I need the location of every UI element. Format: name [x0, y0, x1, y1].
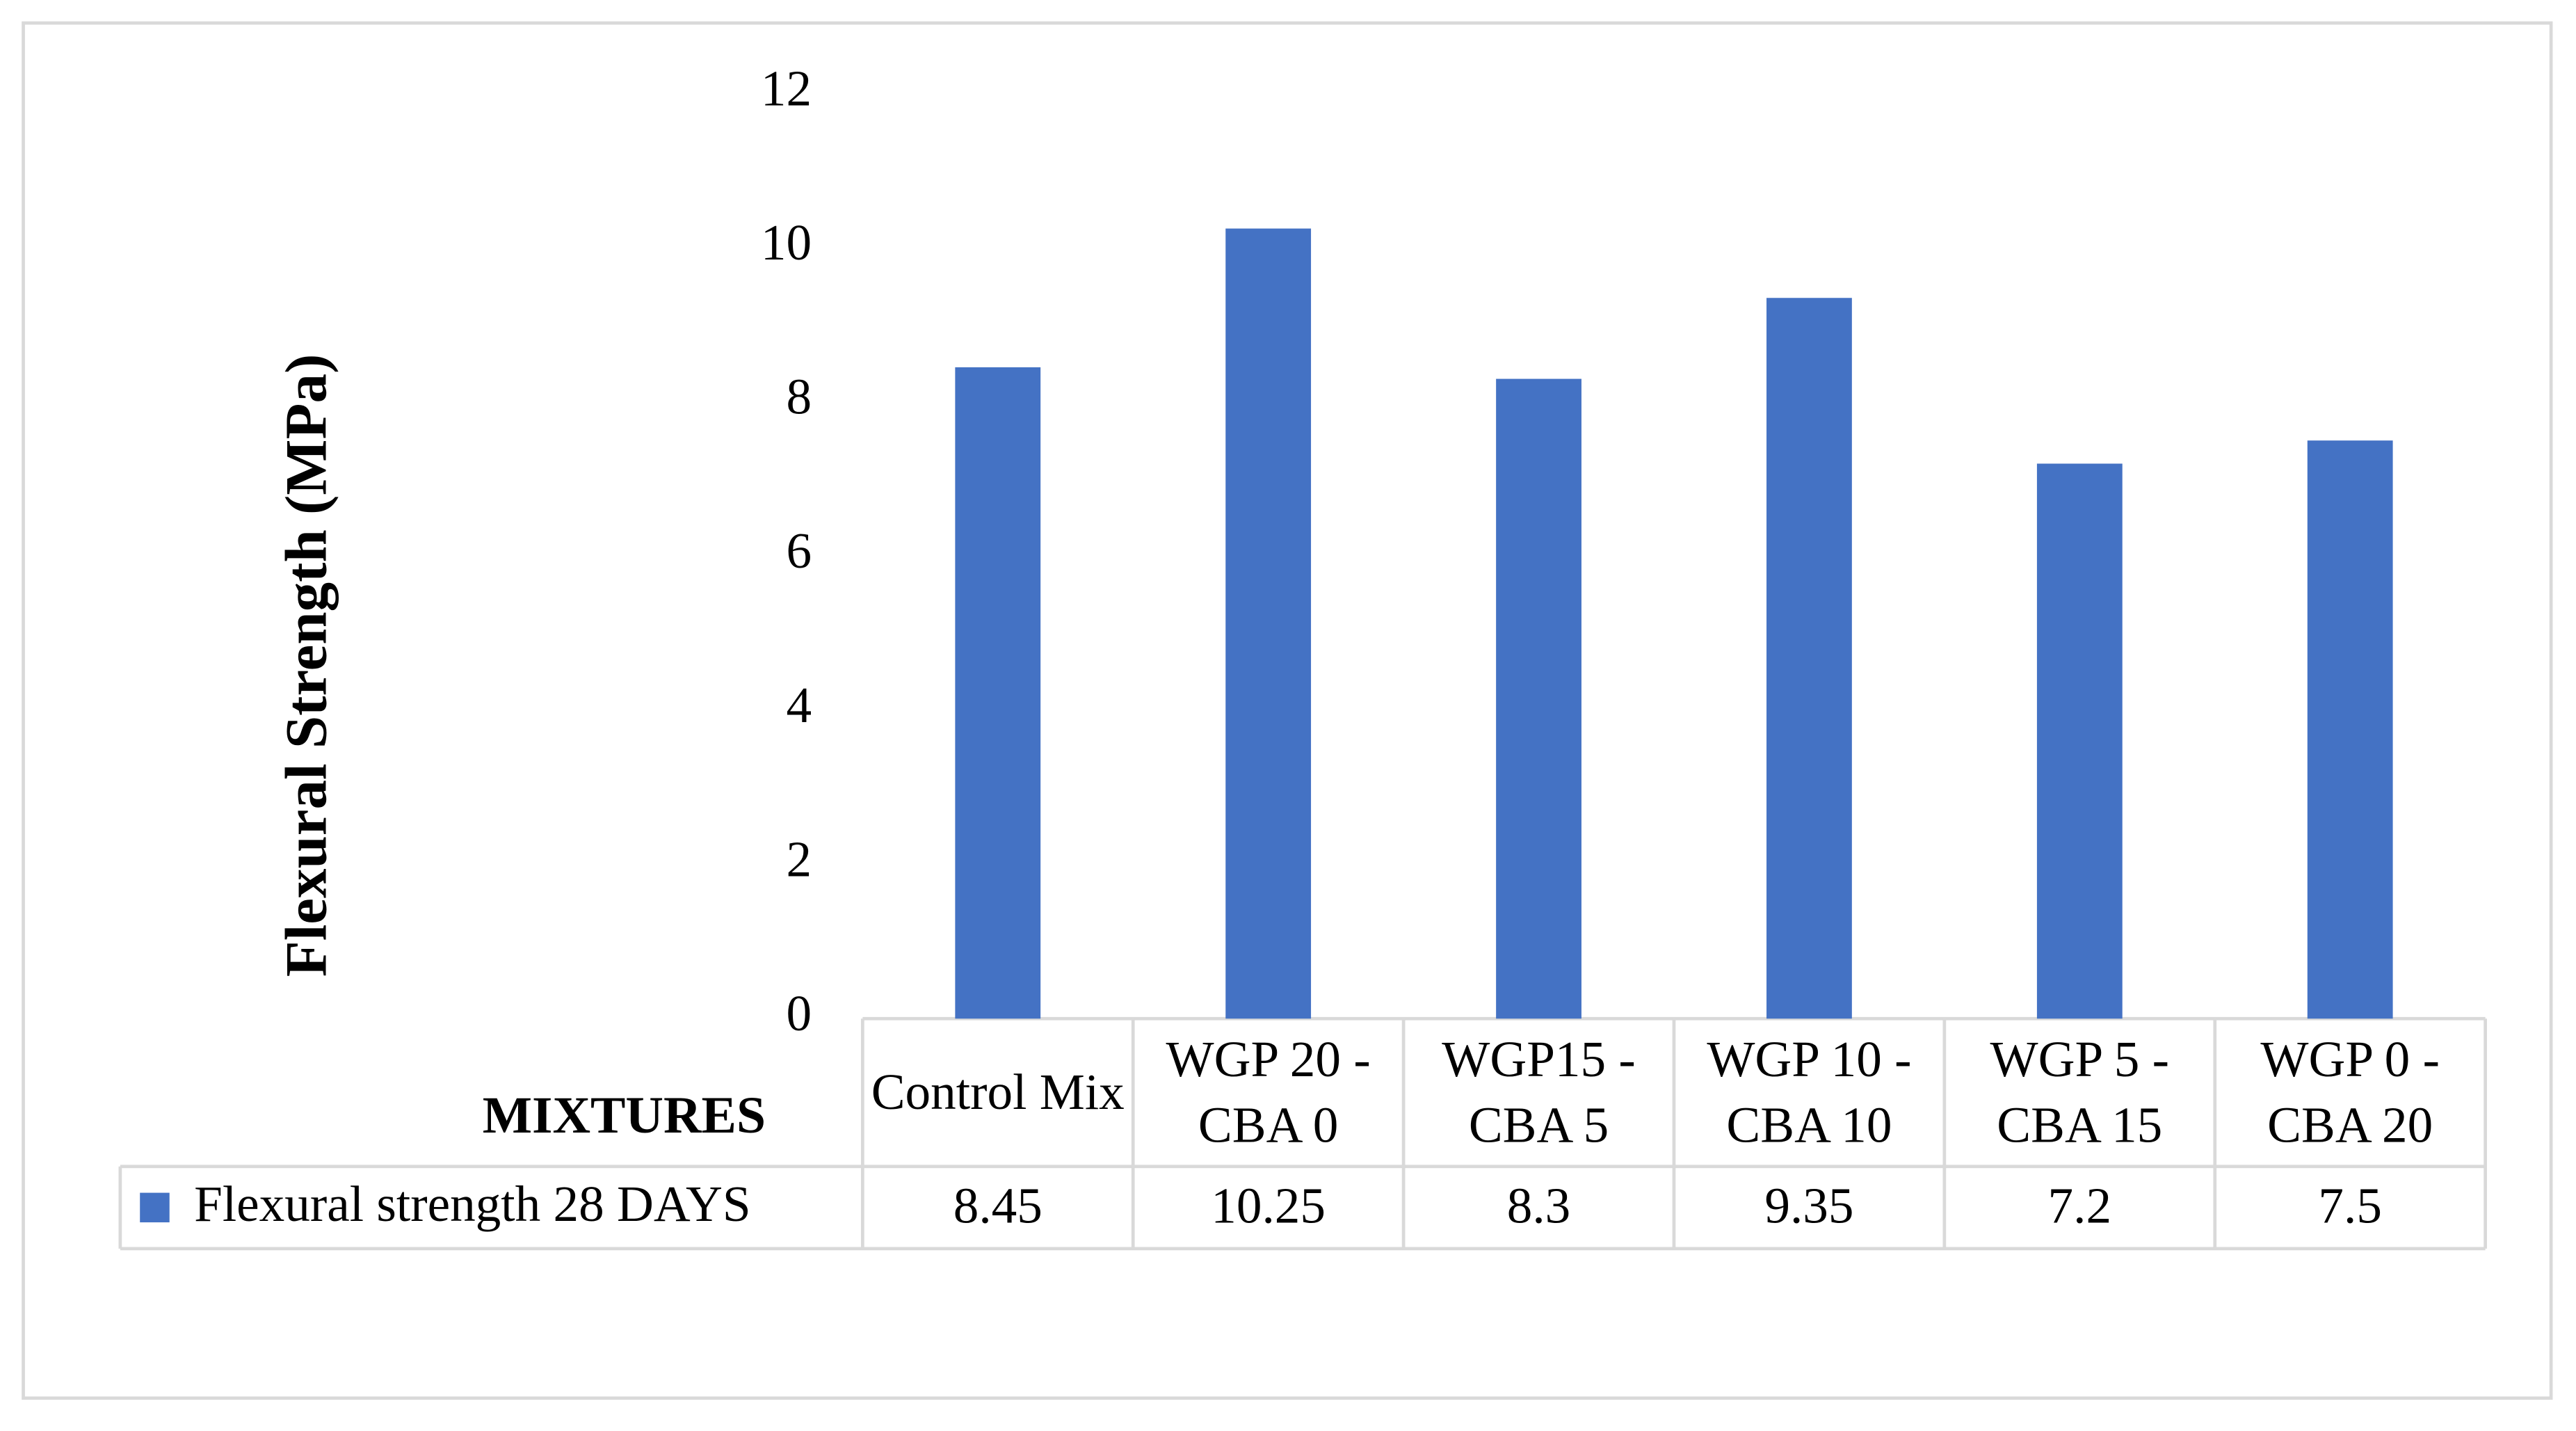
x-tick-label: Control Mix: [871, 1062, 1125, 1121]
data-table-value: 7.2: [2048, 1177, 2112, 1233]
y-tick-label: 10: [761, 214, 812, 271]
x-tick-label-box: Control Mix: [871, 1062, 1125, 1121]
bar: [1766, 298, 1852, 1019]
data-table-value: 10.25: [1211, 1177, 1326, 1233]
x-tick-label: WGP 0 - CBA 20: [2260, 1030, 2440, 1153]
x-tick-label-box: WGP 5 - CBA 15: [1990, 1030, 2170, 1153]
x-tick-label-box: WGP 0 - CBA 20: [2260, 1030, 2440, 1153]
y-tick-label: 12: [761, 60, 812, 116]
data-table-value: 8.45: [953, 1177, 1043, 1233]
y-tick-label: 6: [787, 522, 812, 579]
y-tick-label: 4: [787, 677, 812, 733]
y-tick-label: 2: [787, 831, 812, 887]
x-tick-label: WGP 10 - CBA 10: [1707, 1030, 1912, 1153]
bar: [1225, 228, 1312, 1019]
y-tick-label: 0: [787, 985, 812, 1041]
bar: [2036, 463, 2123, 1019]
legend-label: Flexural strength 28 DAYS: [194, 1176, 750, 1232]
x-tick-label-box: WGP15 - CBA 5: [1442, 1030, 1636, 1153]
data-table-value: 9.35: [1764, 1177, 1853, 1233]
legend-swatch: [140, 1192, 170, 1223]
x-tick-label: WGP 20 - CBA 0: [1166, 1030, 1371, 1153]
bar: [1496, 378, 1581, 1019]
x-tick-label: WGP15 - CBA 5: [1442, 1030, 1636, 1153]
x-tick-label: WGP 5 - CBA 15: [1990, 1030, 2170, 1153]
y-axis-label: Flexural Strength (MPa): [274, 354, 339, 977]
x-tick-label-box: WGP 10 - CBA 10: [1707, 1030, 1912, 1153]
data-table-value: 8.3: [1507, 1177, 1571, 1233]
bar: [2307, 440, 2393, 1019]
bar: [955, 367, 1041, 1019]
x-axis-label: MIXTURES: [483, 1087, 766, 1144]
data-table-value: 7.5: [2318, 1177, 2382, 1233]
y-tick-label: 8: [787, 369, 812, 425]
x-tick-label-box: WGP 20 - CBA 0: [1166, 1030, 1371, 1153]
